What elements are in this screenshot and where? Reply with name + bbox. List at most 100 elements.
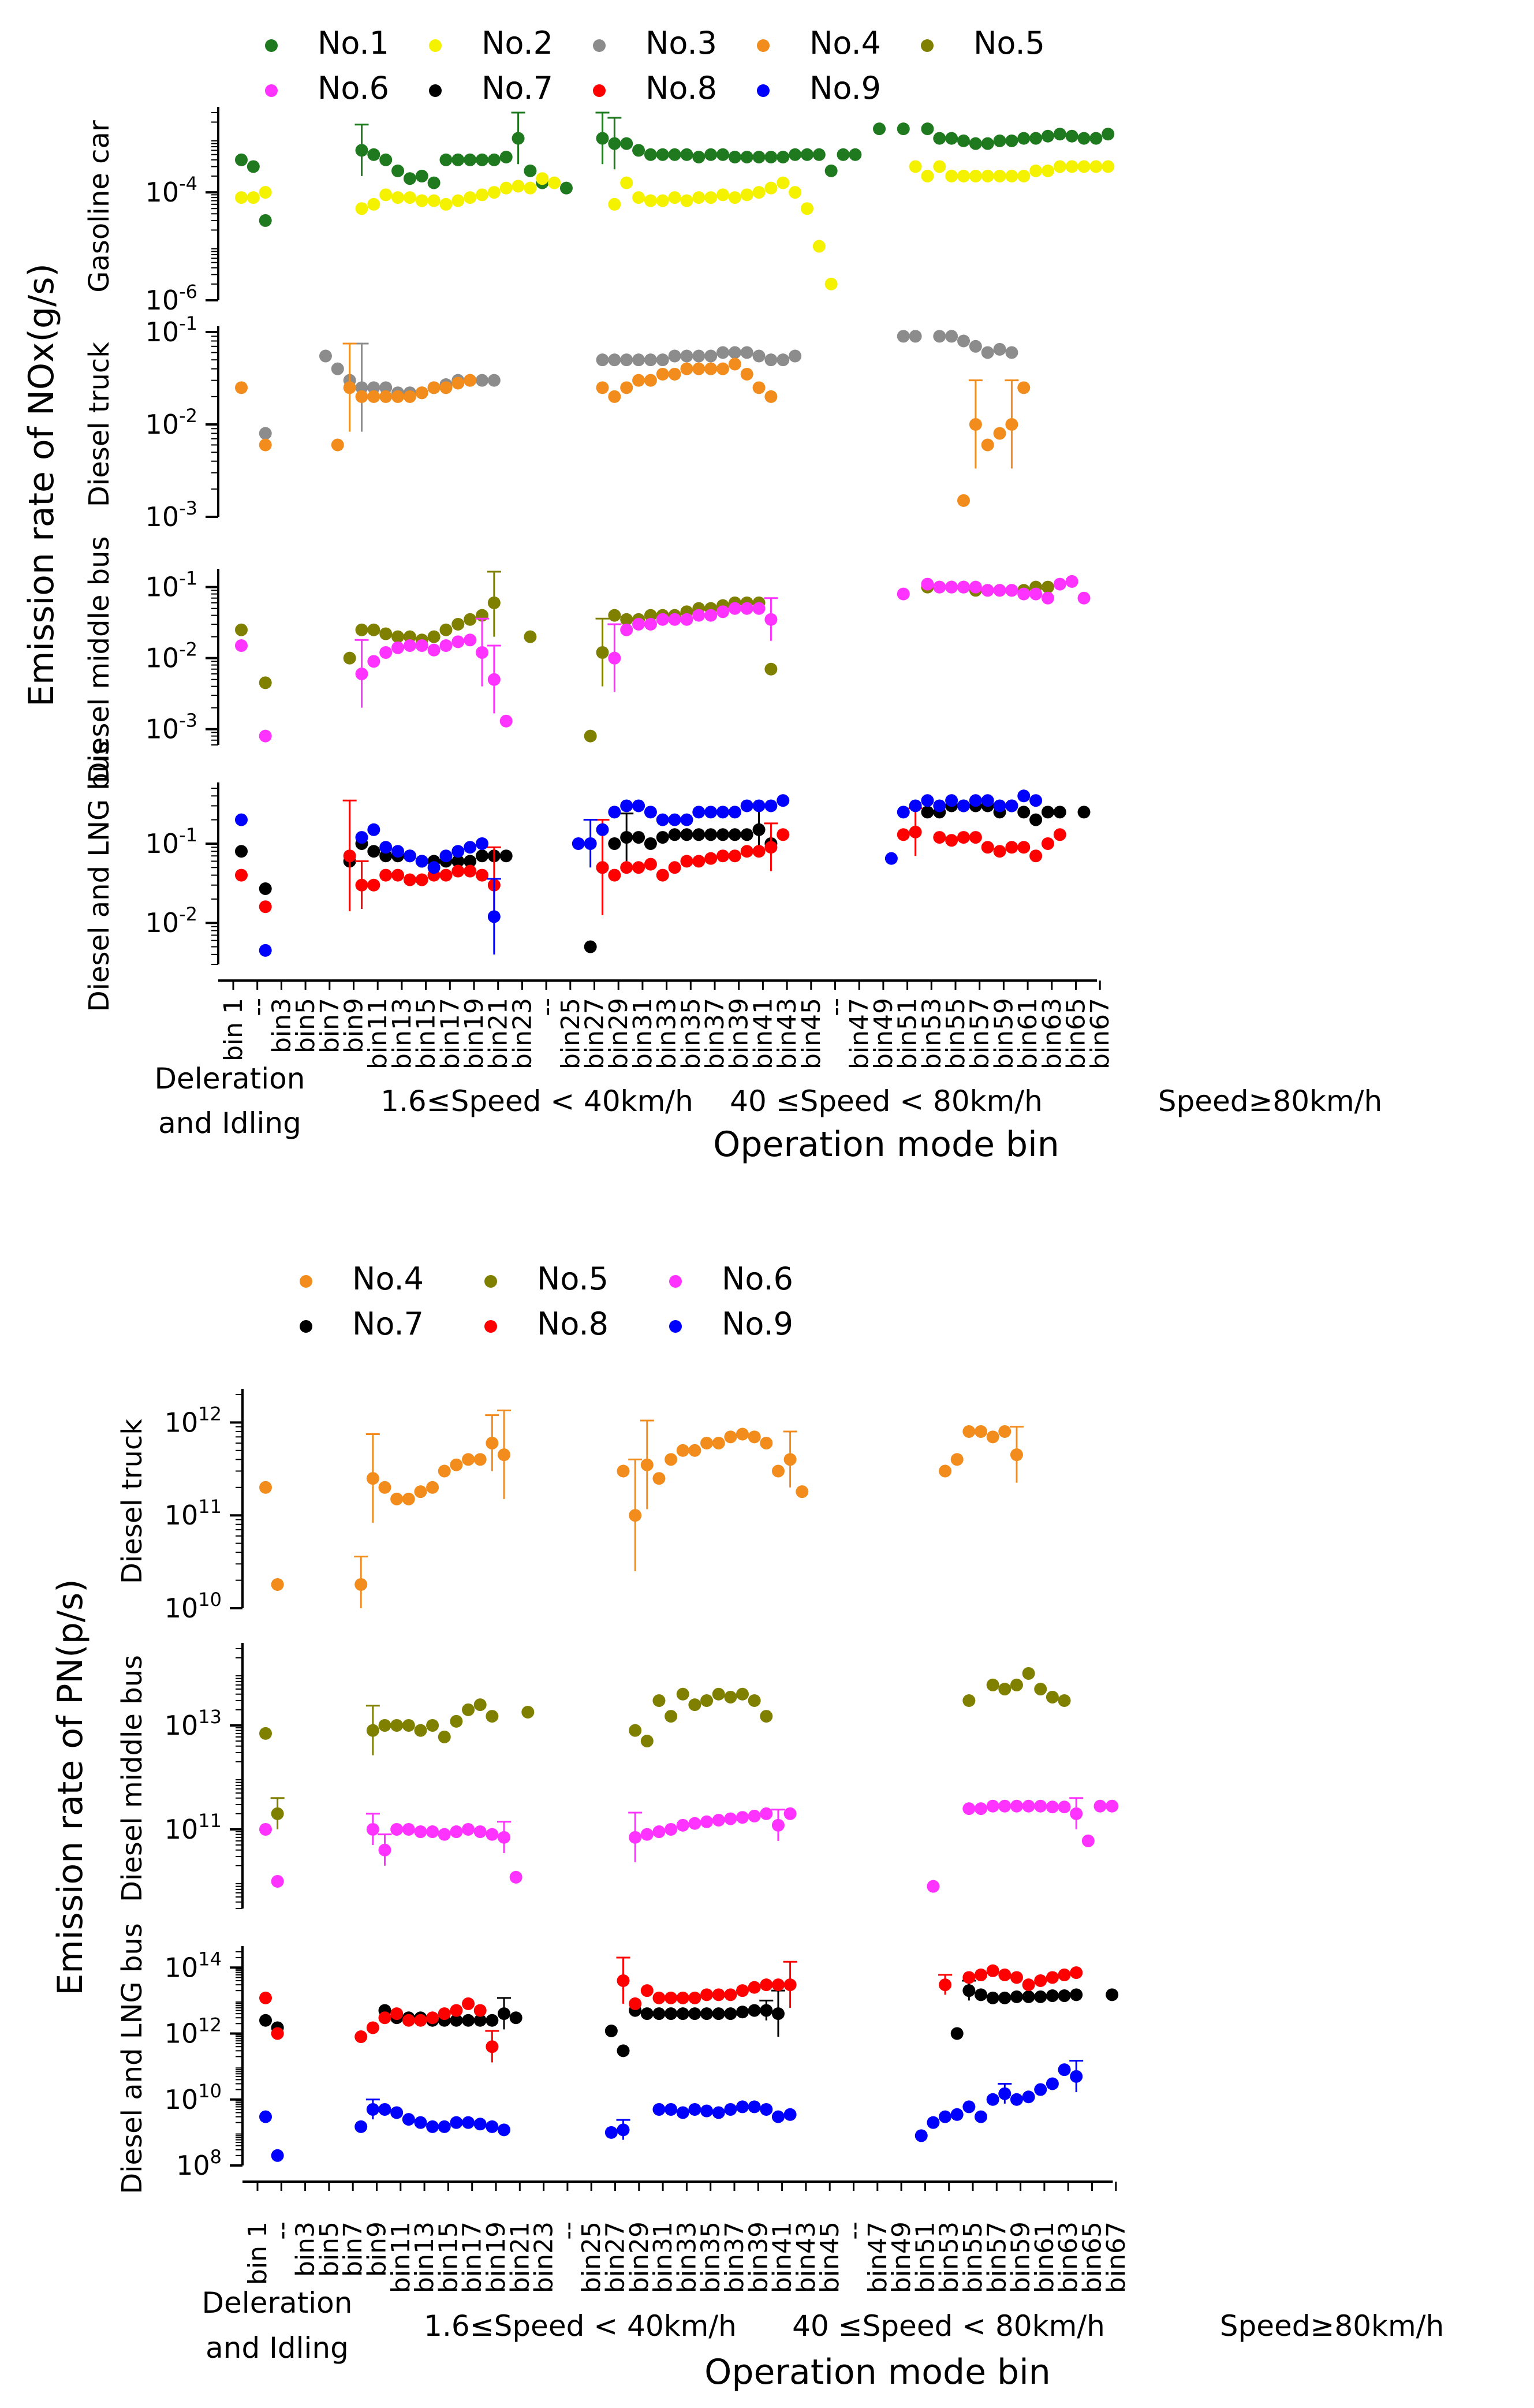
data-point (343, 849, 356, 863)
data-point (771, 1818, 785, 1832)
data-point (403, 630, 416, 643)
data-point (962, 1984, 976, 1997)
data-point (969, 831, 982, 844)
data-point (692, 855, 706, 868)
data-point (716, 148, 729, 161)
data-point (712, 1814, 725, 1827)
data-point (921, 169, 934, 182)
x-tick-label: bin39 (725, 998, 754, 1069)
data-point (403, 873, 416, 886)
data-point (1022, 1990, 1035, 2003)
data-point (476, 188, 488, 202)
data-point (656, 613, 669, 626)
y-tick-label: 1012 (165, 2014, 222, 2049)
data-point (451, 194, 465, 207)
data-point (975, 1425, 987, 1438)
x-tick-label: bin47 (863, 2221, 893, 2293)
data-point (998, 2087, 1012, 2100)
data-point (462, 1997, 475, 2010)
data-point (998, 1991, 1012, 2004)
data-point (680, 828, 693, 841)
x-tick-label: bin25 (556, 998, 585, 1069)
data-point (969, 418, 982, 431)
data-point (1046, 1801, 1059, 1814)
data-point (378, 2103, 391, 2116)
data-point (716, 605, 729, 618)
x-tick-label: bin17 (458, 2221, 487, 2293)
data-point (572, 837, 585, 850)
data-point (644, 858, 657, 871)
data-point (640, 1458, 654, 1471)
data-point (998, 1425, 1012, 1438)
data-point (271, 1807, 284, 1820)
data-point (986, 2093, 999, 2106)
data-point (736, 2006, 749, 2019)
data-point (933, 330, 946, 343)
data-point (752, 845, 766, 858)
data-point (427, 194, 441, 207)
data-point (1089, 132, 1103, 145)
series-no9 (235, 789, 1043, 957)
x-tick-label: bin49 (869, 998, 898, 1069)
data-point (909, 160, 922, 173)
data-point (897, 587, 910, 601)
data-point (1010, 1799, 1023, 1813)
data-point (1106, 1799, 1119, 1813)
data-point (752, 151, 766, 164)
data-point (644, 374, 657, 387)
data-point (1010, 1448, 1023, 1462)
data-point (620, 623, 633, 636)
data-point (728, 346, 741, 359)
data-point (764, 151, 778, 164)
data-point (1017, 381, 1031, 394)
data-point (235, 639, 248, 653)
pn-panels: 1010 1011 1012 Diesel truck 1011 1013 Diesel m… (116, 1389, 1119, 2194)
panel-title: Diesel middle bus (116, 1655, 148, 1902)
data-point (962, 1802, 976, 1816)
data-point (849, 148, 862, 161)
data-point (403, 639, 416, 653)
data-point (498, 1831, 510, 1844)
data-point (897, 806, 910, 819)
legend-label-no2: No.2 (482, 25, 553, 61)
data-point (402, 1492, 415, 1505)
pn-y-axis-title: Emission rate of PN(p/s) (50, 1579, 91, 1995)
data-point (391, 641, 405, 654)
data-point (462, 1822, 475, 1836)
data-point (378, 1481, 391, 1494)
data-point (812, 240, 826, 253)
data-point (986, 1799, 999, 1813)
data-point (608, 868, 621, 882)
data-point (783, 1807, 797, 1820)
data-point (367, 623, 380, 636)
data-point (969, 169, 982, 182)
data-point (259, 882, 272, 896)
data-point (957, 169, 970, 182)
data-point (652, 1472, 666, 1485)
data-point (800, 148, 813, 161)
data-point (390, 2007, 404, 2021)
data-point (1077, 591, 1091, 605)
data-point (1022, 1978, 1035, 1992)
data-point (632, 799, 645, 812)
data-point (692, 151, 706, 164)
x-tick-label: bin21 (505, 2221, 535, 2293)
data-point (656, 367, 669, 381)
series-no1 (235, 111, 1115, 227)
data-point (1053, 806, 1066, 819)
x-tick-label: bin57 (982, 2221, 1012, 2293)
data-point (728, 151, 741, 164)
data-point (1102, 128, 1115, 141)
data-point (464, 613, 477, 626)
y-tick-label: 1011 (165, 1496, 222, 1531)
data-point (644, 353, 657, 367)
data-point (1017, 841, 1031, 854)
x-tick-label: bin41 (748, 998, 778, 1069)
data-point (1029, 164, 1043, 177)
data-point (962, 1971, 976, 1984)
x-tick-label: -- (532, 998, 561, 1016)
data-point (777, 828, 790, 841)
data-point (760, 2103, 773, 2116)
x-tick-label: bin3 (267, 998, 296, 1053)
data-point (777, 176, 790, 189)
